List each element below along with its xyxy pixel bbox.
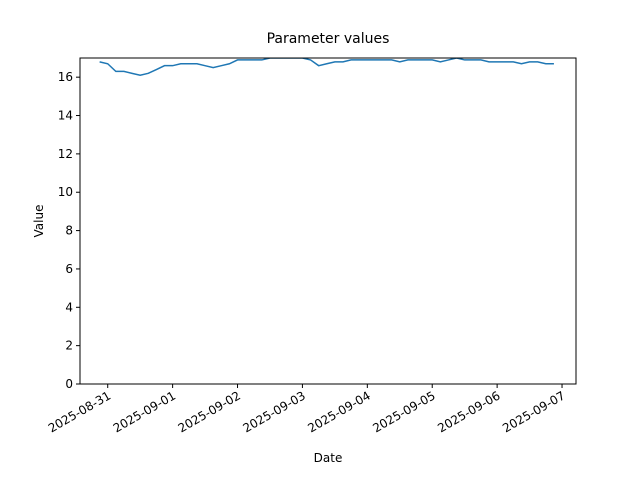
y-tick-label: 14 (58, 109, 73, 123)
y-tick-label: 16 (58, 70, 73, 84)
data-line (99, 58, 554, 77)
chart-title: Parameter values (267, 31, 390, 47)
x-axis-label: Date (314, 451, 343, 465)
y-tick-label: 2 (65, 339, 73, 353)
y-tick-label: 10 (58, 185, 73, 199)
y-axis-label: Value (32, 205, 46, 238)
y-tick-label: 12 (58, 147, 73, 161)
axes-frame (79, 57, 577, 385)
y-tick-label: 6 (65, 262, 73, 276)
y-tick-label: 8 (65, 224, 73, 238)
y-tick-label: 4 (65, 300, 73, 314)
y-tick-label: 0 (65, 377, 73, 391)
